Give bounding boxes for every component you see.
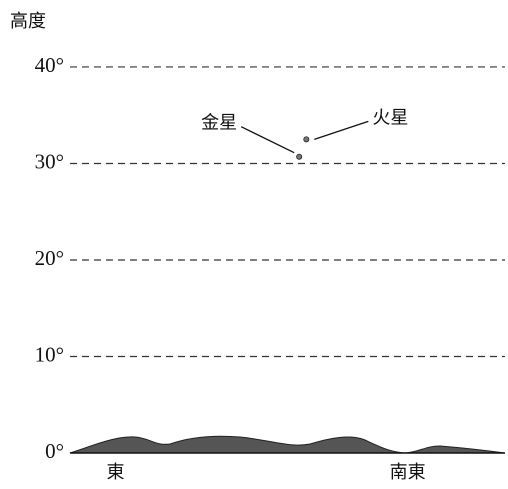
- leader-line: [314, 120, 369, 140]
- point: [303, 136, 310, 143]
- y-tick-label: 0°: [45, 439, 64, 463]
- y-tick-label: 20°: [35, 246, 64, 270]
- horizon-hills: [69, 435, 506, 454]
- x-tick-label: 東: [106, 462, 124, 483]
- leader-line: [240, 126, 295, 154]
- y-tick-label: 10°: [35, 342, 64, 366]
- y-axis-label: 高度: [10, 11, 46, 32]
- point-label: 金星: [201, 113, 237, 134]
- point: [296, 153, 303, 160]
- point-label: 火星: [372, 107, 408, 128]
- y-tick-label: 30°: [35, 149, 64, 173]
- y-tick-label: 40°: [35, 53, 64, 77]
- x-tick-label: 南東: [390, 462, 426, 483]
